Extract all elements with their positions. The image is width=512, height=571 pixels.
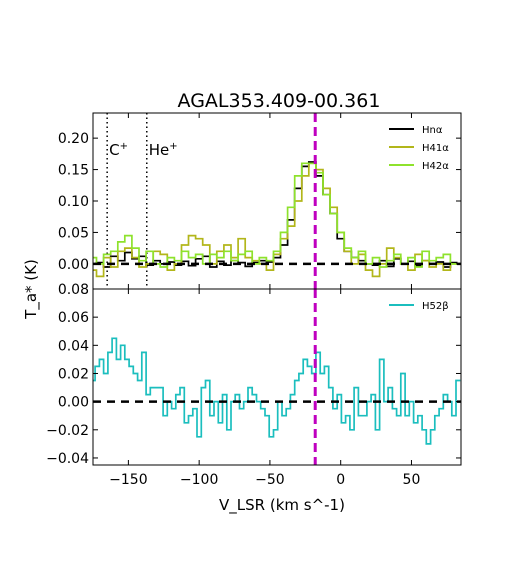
bottom-ytick-label-6: 0.08 xyxy=(58,282,89,298)
annotation-label-0: C+ xyxy=(109,141,128,159)
bottom-xtick-label-1: −100 xyxy=(180,472,218,488)
top-panel-frame xyxy=(92,112,462,290)
bottom-plot-area xyxy=(93,289,461,465)
bottom-xtick-label-4: 50 xyxy=(403,472,421,488)
bottom-legend: H52β xyxy=(389,301,449,312)
bottom-ytick-label-1: −0.02 xyxy=(46,423,89,439)
x-axis-label: V_LSR (km s^-1) xyxy=(219,496,345,515)
chart-title: AGAL353.409-00.361 xyxy=(178,90,381,112)
y-axis-label: T_a* (K) xyxy=(22,259,41,320)
bottom-ytick-label-2: 0.00 xyxy=(58,395,89,411)
top-legend-label-2: H42α xyxy=(422,161,449,172)
bottom-panel-frame xyxy=(92,288,462,466)
bottom-ytick-label-3: 0.02 xyxy=(58,366,89,382)
bottom-series-group: H52β xyxy=(93,289,461,465)
top-ytick-label-2: 0.10 xyxy=(58,194,89,210)
top-series-group: C+ He+ Hnα H41α H42α xyxy=(93,113,461,289)
top-plot-area xyxy=(93,113,461,289)
top-ytick-label-1: 0.05 xyxy=(58,225,89,241)
top-ytick-label-3: 0.15 xyxy=(58,163,89,179)
bottom-ytick-label-4: 0.04 xyxy=(58,338,89,354)
top-ytick-label-0: 0.00 xyxy=(58,257,89,273)
bottom-xtick-label-0: −150 xyxy=(109,472,147,488)
bottom-xtick-label-2: −50 xyxy=(255,472,285,488)
top-legend-label-0: Hnα xyxy=(422,125,443,136)
top-ytick-label-4: 0.20 xyxy=(58,131,89,147)
bottom-legend-label-0: H52β xyxy=(422,301,449,312)
bottom-xtick-label-3: 0 xyxy=(336,472,345,488)
top-legend-label-1: H41α xyxy=(422,143,449,154)
bottom-panel: H52β −0.04−0.020.000.020.040.060.08−150−… xyxy=(46,282,462,488)
top-legend: Hnα H41α H42α xyxy=(389,125,449,172)
bottom-series-line-0 xyxy=(93,337,461,445)
top-series-line-2 xyxy=(93,162,458,268)
top-panel: C+ He+ Hnα H41α H42α 0.00 0.05 0.10 0.15 0.20 xyxy=(58,112,462,290)
top-axis-ticks: 0.00 0.05 0.10 0.15 0.20 xyxy=(58,113,461,289)
bottom-axis-ticks: −0.04 −0.02 0.00 0.02 0.04 0.06 0.08 −150 −100 −5… xyxy=(46,282,461,488)
bottom-ytick-label-5: 0.06 xyxy=(58,310,89,326)
annotation-label-1: He+ xyxy=(149,141,178,159)
bottom-ytick-label-0: −0.04 xyxy=(46,451,89,467)
